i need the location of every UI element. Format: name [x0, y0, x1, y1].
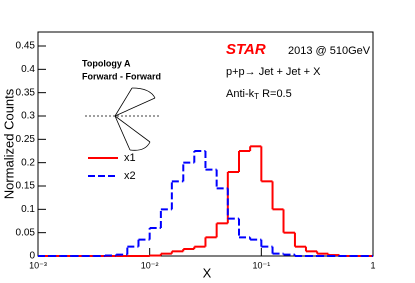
y-tick-label: 0.3 [21, 111, 35, 122]
annotation: 2013 @ 510GeV [288, 45, 371, 57]
x-tick-label: 1 [370, 260, 375, 270]
x-tick-label: 10⁻² [141, 260, 159, 270]
y-tick-label: 0.2 [21, 157, 35, 168]
y-tick-label: 0.45 [16, 41, 36, 52]
y-tick-label: 0 [29, 251, 35, 262]
annotation: STAR [226, 41, 266, 58]
annotation-part: R=0.5 [259, 88, 292, 100]
y-tick-label: 0.1 [21, 204, 35, 215]
annotation: Anti-kT R=0.5 [226, 88, 292, 101]
annotation: Topology A [82, 58, 131, 68]
y-tick-label: 0.35 [16, 87, 36, 98]
annotation-part: Anti-k [226, 88, 255, 100]
y-tick-label: 0.4 [21, 64, 35, 75]
plot-frame [37, 31, 374, 257]
y-tick-label: 0.05 [16, 227, 36, 238]
legend-label: x1 [124, 152, 136, 164]
x-tick-label: 10⁻³ [29, 260, 47, 270]
y-tick-label: 0.25 [16, 134, 36, 145]
annotation-part: T [254, 92, 259, 101]
topology-diagram [85, 87, 160, 151]
y-axis-label: Normalized Counts [1, 88, 16, 199]
annotation: Forward - Forward [82, 71, 161, 81]
x-tick-label: 10⁻¹ [252, 260, 270, 270]
x-axis-label: X [203, 265, 212, 280]
legend-label: x2 [124, 170, 136, 182]
annotation: p+p→ Jet + Jet + X [226, 66, 321, 78]
y-tick-label: 0.15 [16, 181, 36, 192]
